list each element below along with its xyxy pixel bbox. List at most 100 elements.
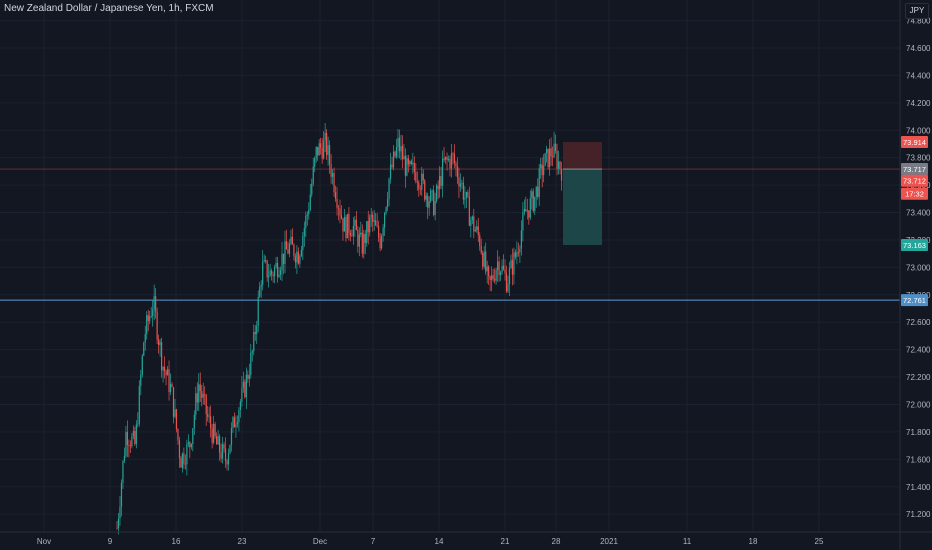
candle [266,259,268,282]
candle [268,263,270,288]
candle [123,447,126,464]
candle [186,439,188,476]
candle [144,325,146,351]
candle [172,386,175,424]
candle [391,156,393,170]
candle [486,260,488,284]
candle [141,353,143,378]
candle [330,154,332,184]
candle [119,495,121,526]
candle [245,367,247,410]
candle [370,207,372,227]
candle [126,420,129,457]
candle [161,337,163,378]
candle [331,168,334,185]
candle [308,202,310,220]
candle [275,256,277,269]
candle [306,211,308,226]
time-axis[interactable]: Nov 9 16 23 Dec 7 14 21 28 2021 11 18 25 [0,531,932,546]
candle [507,275,509,293]
candle [220,443,222,463]
candle [458,167,460,198]
price-tick-label: 71.400 [906,483,931,492]
candle [233,412,236,428]
candle [418,180,420,197]
price-label-text: 73.163 [903,241,926,250]
candle [333,167,335,197]
candle [351,229,353,237]
candle [504,259,506,281]
candle [227,448,230,471]
price-axis[interactable]: 74.80074.60074.40074.20074.00073.80073.6… [899,0,931,550]
candle [422,169,424,185]
candle [190,443,192,450]
candle [290,229,292,246]
candle [488,265,490,286]
candle [505,265,508,294]
candle [129,440,131,453]
candles [116,123,563,535]
candle [327,136,329,166]
candle [528,210,530,225]
candle [482,250,484,271]
candle [318,139,320,156]
candle [473,208,475,239]
candle [199,372,201,402]
candle [254,325,256,341]
candle [205,393,207,426]
candle [276,256,279,283]
candle [134,426,136,446]
candle [241,375,243,407]
candle [207,405,209,422]
candle [535,186,537,208]
candle [198,373,200,411]
candle [337,204,340,221]
candle [287,241,289,255]
candle [517,242,519,257]
stop-loss-zone [563,142,602,170]
candle [242,371,244,393]
candle [556,143,558,176]
candle [495,267,497,285]
time-tick-label: 11 [683,537,692,546]
candle [364,230,366,255]
time-tick-label: 23 [238,537,247,546]
candle [230,422,233,452]
candle [238,407,240,432]
currency-label[interactable]: JPY [905,3,929,19]
candle [468,186,470,227]
candle [540,157,542,179]
time-tick-label: 18 [749,537,758,546]
candle [125,426,127,458]
price-tick-label: 73.800 [906,154,931,163]
candle [208,406,210,423]
candle [534,196,536,216]
candle [525,196,527,212]
symbol-title: New Zealand Dollar / Japanese Yen, 1h, F… [4,3,214,14]
candle [428,196,430,216]
candle [309,184,311,212]
candle [446,152,448,171]
candle [444,156,447,165]
time-tick-label: 2021 [600,537,618,546]
candle [117,513,120,535]
candle [247,370,249,383]
candle [294,253,296,269]
candle [462,176,464,205]
candle [165,369,167,386]
candle [320,137,322,155]
candle [385,206,387,216]
candle [349,229,352,242]
candle [382,224,384,242]
candle [192,428,194,452]
candle [187,434,189,448]
candle [196,382,198,411]
candle [437,180,439,199]
candle [311,178,313,198]
candle [419,185,421,195]
price-label-text: 73.717 [903,165,926,174]
candle [465,191,467,209]
candle [352,217,354,245]
price-tick-label: 74.600 [906,44,931,53]
